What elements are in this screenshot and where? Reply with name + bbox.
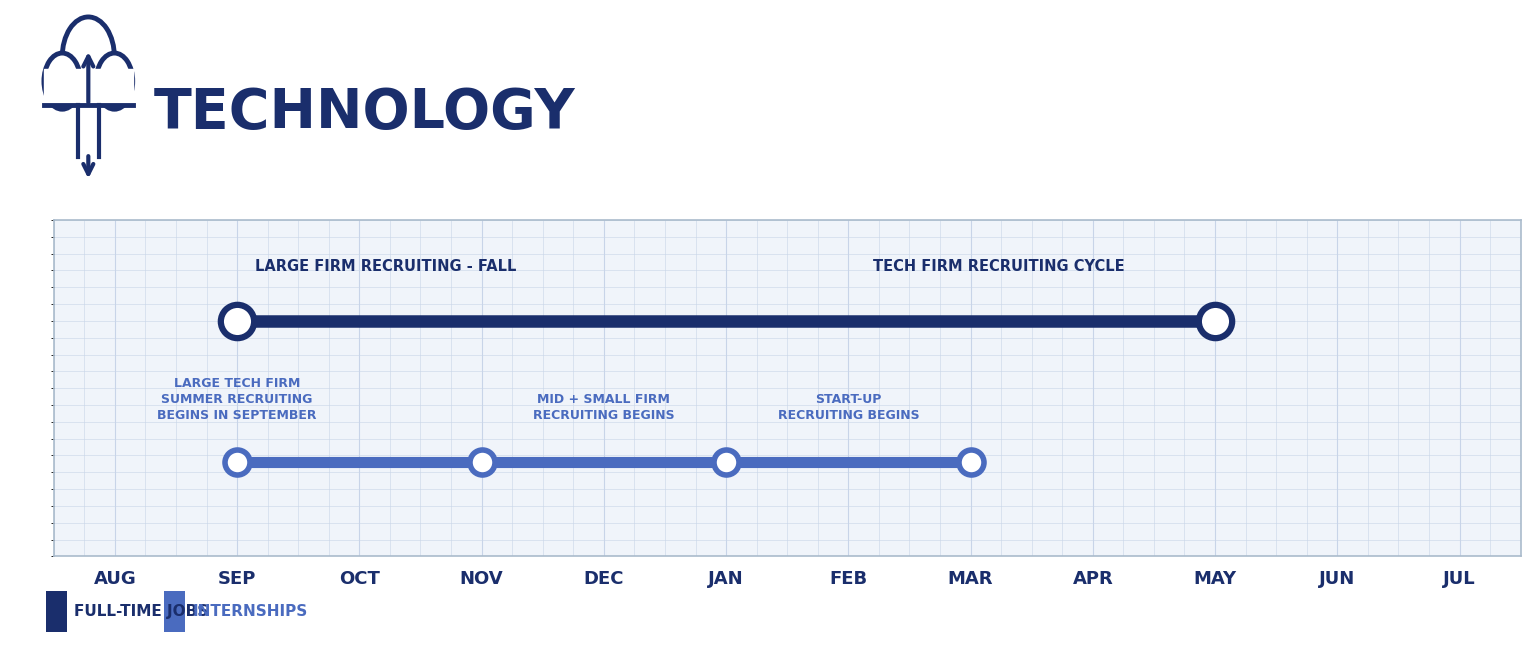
Text: TECHNOLOGY: TECHNOLOGY <box>154 85 574 140</box>
Text: MID + SMALL FIRM
RECRUITING BEGINS: MID + SMALL FIRM RECRUITING BEGINS <box>533 393 674 422</box>
Text: START-UP
RECRUITING BEGINS: START-UP RECRUITING BEGINS <box>777 393 919 422</box>
Text: LARGE FIRM RECRUITING - FALL: LARGE FIRM RECRUITING - FALL <box>255 259 516 274</box>
Bar <box>45 69 132 105</box>
Text: FULL-TIME JOBS: FULL-TIME JOBS <box>74 604 209 619</box>
Text: INTERNSHIPS: INTERNSHIPS <box>192 604 307 619</box>
Text: TECH FIRM RECRUITING CYCLE: TECH FIRM RECRUITING CYCLE <box>872 259 1124 274</box>
Circle shape <box>63 17 115 97</box>
Circle shape <box>97 53 132 109</box>
Text: LARGE TECH FIRM
SUMMER RECRUITING
BEGINS IN SEPTEMBER: LARGE TECH FIRM SUMMER RECRUITING BEGINS… <box>157 377 316 422</box>
Circle shape <box>45 53 80 109</box>
Bar <box>46 591 66 631</box>
Bar <box>164 591 184 631</box>
